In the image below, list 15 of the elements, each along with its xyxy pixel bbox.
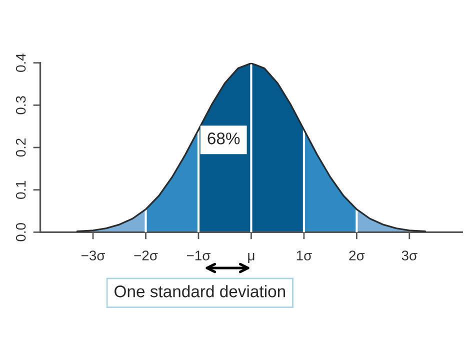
x-tick-label: −1σ xyxy=(186,250,210,260)
x-tick-label: 2σ xyxy=(349,250,365,260)
y-tick-label: 0.2 xyxy=(16,138,26,157)
x-tick-label: −2σ xyxy=(134,250,158,260)
y-tick-label: 0.1 xyxy=(16,180,26,199)
line-series xyxy=(76,62,426,232)
text: One standard deviation xyxy=(114,285,286,298)
x-tick-label: 3σ xyxy=(402,250,418,260)
y-tick-label: 0.3 xyxy=(16,96,26,114)
x-tick-label: μ xyxy=(248,252,254,263)
x-tick-label: −3σ xyxy=(82,250,106,260)
x-tick-label: 1σ xyxy=(296,250,312,260)
y-tick-label: 0.0 xyxy=(16,223,26,242)
annotation: 68% xyxy=(208,132,240,144)
y-tick-label: 0.4 xyxy=(16,54,26,72)
